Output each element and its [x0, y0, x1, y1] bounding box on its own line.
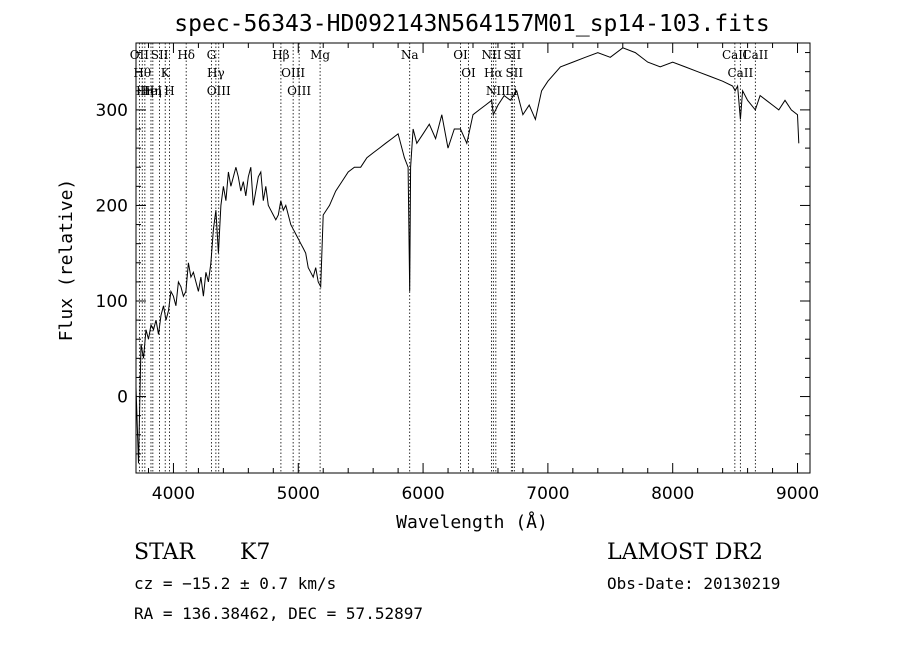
- line-marker-label-7: H: [164, 84, 174, 98]
- line-marker-label-4: Hη: [144, 84, 162, 98]
- x-tick-label-6000: 6000: [401, 484, 444, 504]
- observation-date: Obs-Date: 20130219: [607, 574, 780, 593]
- line-marker-label-5: SII: [151, 48, 169, 62]
- x-axis-label: Wavelength (Å): [396, 511, 548, 533]
- line-marker-label-23: SII: [504, 48, 522, 62]
- line-marker-label-14: OIII: [287, 84, 311, 98]
- line-marker-label-0: OII: [130, 48, 150, 62]
- y-tick-label-300: 300: [96, 101, 128, 121]
- line-marker-label-11: OIII: [207, 84, 231, 98]
- x-tick-label-8000: 8000: [651, 484, 694, 504]
- line-marker-label-17: OI: [453, 48, 468, 62]
- line-marker-label-18: OI: [461, 66, 476, 80]
- y-axis: 0 100 200 300: [96, 52, 810, 455]
- line-marker-label-26: CaII: [727, 66, 753, 80]
- redshift-cz: cz = −15.2 ± 0.7 km/s: [134, 574, 336, 593]
- line-marker-label-15: Mg: [310, 48, 330, 62]
- x-tick-label-7000: 7000: [526, 484, 569, 504]
- y-tick-label-0: 0: [117, 388, 128, 408]
- line-marker-label-16: Na: [401, 48, 419, 62]
- line-marker-label-6: K: [161, 66, 171, 80]
- object-subclass: K7: [240, 540, 270, 565]
- survey-name: LAMOST DR2: [607, 540, 763, 565]
- spectral-line-markers: [138, 43, 756, 473]
- line-marker-label-25: CaII: [722, 48, 748, 62]
- line-marker-label-2: Hη: [136, 84, 154, 98]
- x-tick-label-9000: 9000: [776, 484, 819, 504]
- plot-frame: [135, 42, 811, 474]
- line-marker-label-13: OIII: [281, 66, 305, 80]
- line-marker-label-10: Hγ: [207, 66, 225, 80]
- line-marker-label-8: Hδ: [177, 48, 195, 62]
- object-class: STAR: [134, 540, 196, 565]
- line-marker-label-27: CaII: [742, 48, 768, 62]
- spectrum-series-line: [135, 47, 800, 464]
- x-tick-label-4000: 4000: [152, 484, 195, 504]
- line-marker-label-22: Li: [505, 84, 517, 98]
- y-axis-label: Flux (relative): [56, 179, 77, 342]
- y-tick-label-200: 200: [96, 196, 128, 216]
- chart-title: spec-56343-HD092143N564157M01_sp14-103.f…: [174, 11, 769, 37]
- x-axis: 4000 5000 6000 7000 8000 9000: [147, 43, 819, 504]
- line-marker-label-24: SII: [505, 66, 523, 80]
- line-marker-label-12: Hβ: [272, 48, 289, 62]
- line-marker-label-9: G: [207, 48, 217, 62]
- coordinates: RA = 136.38462, DEC = 57.52897: [134, 604, 423, 623]
- line-marker-label-1: Hθ: [133, 66, 151, 80]
- line-marker-label-20: Hα: [484, 66, 503, 80]
- line-marker-label-3: HeI: [140, 84, 163, 98]
- y-tick-label-100: 100: [96, 292, 128, 312]
- line-marker-label-19: NII: [481, 48, 501, 62]
- x-tick-label-5000: 5000: [277, 484, 320, 504]
- line-marker-label-21: NII: [486, 84, 506, 98]
